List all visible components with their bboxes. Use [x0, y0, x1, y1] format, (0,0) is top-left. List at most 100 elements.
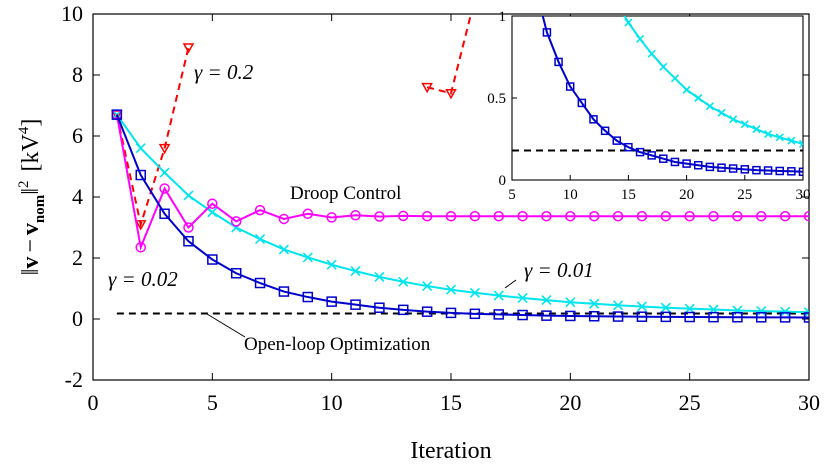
inset-gamma-0-01-point-16 — [635, 34, 645, 44]
inset-gamma-0-02-point-13 — [600, 126, 610, 136]
main-gamma-0-01-point-16 — [469, 287, 480, 298]
main-droop-control-point-19 — [541, 210, 552, 222]
y-tick-label-6: 6 — [72, 123, 83, 148]
main-gamma-0-02-point-9 — [302, 291, 314, 303]
main-gamma-0-01-point-21 — [589, 298, 600, 309]
main-gamma-0-02-point-20 — [565, 310, 576, 322]
main-gamma-0-2-point-1 — [111, 110, 123, 121]
main-gamma-0-02-point-22 — [612, 311, 624, 322]
main-gamma-0-02-point-14 — [421, 306, 433, 317]
y-tick-label-4: 4 — [72, 184, 83, 209]
main-gamma-0-01-point-7 — [255, 234, 266, 245]
inset-y-tick-label-0: 0 — [499, 173, 507, 189]
main-droop-control-point-9 — [302, 208, 314, 220]
inset-gamma-0-02-point-10 — [565, 82, 575, 91]
inset-gamma-0-01-point-24 — [729, 115, 738, 124]
openloop-label: Open-loop Optimization — [244, 334, 431, 355]
inset-background — [511, 15, 804, 181]
inset-gamma-0-02-point-28 — [775, 166, 784, 176]
inset-gamma-0-02-point-19 — [670, 157, 680, 167]
inset-gamma-0-02-point-22 — [705, 162, 715, 172]
main-gamma-0-01-point-11 — [350, 266, 361, 277]
inset-x-tick-label-25: 25 — [737, 187, 752, 203]
main-droop-control-point-12 — [374, 211, 385, 222]
inset-gamma-0-01-point-20 — [682, 85, 691, 94]
openloop-leader-line — [206, 313, 246, 338]
main-gamma-0-2-point-15 — [445, 88, 457, 100]
main-gamma-0-02-point-21 — [588, 311, 600, 322]
main-droop-control-point-27 — [732, 210, 743, 222]
main-droop-control-point-16 — [469, 210, 481, 222]
x-tick-label-25: 25 — [679, 390, 701, 415]
main-droop-control-point-10 — [326, 212, 337, 223]
main-gamma-0-2-point-3 — [158, 143, 171, 155]
g001-leader-line — [504, 279, 517, 289]
main-gamma-0-02-point-4 — [183, 235, 194, 247]
main-gamma-0-02-point-2 — [135, 169, 146, 181]
inset-ticks: 5 10 15 20 25 30 0 0.5 1 — [487, 9, 810, 203]
inset-gamma-0-01-point-27 — [764, 130, 773, 139]
main-droop-control-point-2 — [135, 242, 146, 253]
main-gamma-0-02-point-29 — [779, 312, 791, 323]
main-gamma-0-01-point-24 — [660, 302, 671, 313]
main-gamma-0-01-point-12 — [374, 271, 385, 282]
main-gamma-0-01-point-14 — [422, 280, 433, 292]
main-gamma-0-02-point-15 — [445, 307, 457, 319]
main-droop-control-point-17 — [493, 210, 504, 222]
x-tick-label-15: 15 — [440, 390, 462, 415]
inset-gamma-0-02-point-23 — [717, 163, 726, 172]
y-tick-label-2: 2 — [72, 245, 83, 270]
inset-series — [512, 16, 803, 177]
main-gamma-0-01-point-17 — [493, 290, 504, 301]
main-gamma-0-02-point-6 — [230, 268, 242, 279]
main-gamma-0-02-point-13 — [398, 304, 409, 316]
inset-gamma-0-02-point-9 — [554, 57, 563, 67]
inset-gamma-0-02-point-11 — [577, 98, 587, 108]
main-gamma-0-2-point-2 — [134, 220, 147, 231]
main-gamma-0-02-point-11 — [350, 299, 361, 310]
main-gamma-0-01-point-23 — [636, 301, 647, 312]
main-gamma-0-02-point-19 — [541, 310, 552, 321]
main-gamma-0-01-point-8 — [278, 244, 289, 255]
inset-gamma-0-02-point-21 — [693, 160, 703, 170]
inset-gamma-0-02-point-24 — [728, 164, 738, 173]
x-tick-label-0: 0 — [88, 390, 99, 415]
y-axis-label: ‖v−vnom‖2[kV4] — [16, 119, 48, 276]
main-droop-control-point-20 — [565, 210, 576, 222]
main-droop-control-point-22 — [612, 210, 624, 222]
main-gamma-0-01-point-15 — [445, 284, 457, 295]
main-gamma-0-01-point-28 — [756, 306, 767, 317]
main-droop-control-point-21 — [588, 210, 600, 222]
main-droop-control-point-23 — [636, 210, 648, 222]
svg-text:‖v−vnom‖2[kV4]: ‖v−vnom‖2[kV4] — [16, 119, 48, 276]
main-gamma-0-02-point-8 — [278, 286, 290, 297]
gamma-001-label: γ = 0.01 — [524, 258, 594, 282]
main-gamma-0-2-point-16 — [470, 0, 479, 3]
inset-gamma-0-02-point-18 — [659, 154, 668, 163]
inset-gamma-0-01-point-17 — [647, 49, 656, 58]
inset — [511, 15, 804, 181]
main-droop-control-point-14 — [421, 210, 433, 222]
main-gamma-0-02-point-26 — [708, 311, 719, 323]
inset-gamma-0-02-point-27 — [763, 166, 773, 175]
inset-gamma-0-01-point-26 — [752, 125, 761, 134]
main-droop-control-point-11 — [350, 210, 361, 221]
main-gamma-0-02-point-3 — [159, 208, 170, 220]
gamma-002-label: γ = 0.02 — [108, 267, 178, 291]
main-droop-control-point-24 — [660, 210, 672, 222]
main-gamma-0-01-point-5 — [207, 207, 218, 218]
inset-x-tick-label-20: 20 — [679, 187, 694, 203]
inset-gamma-0-02-point-30 — [798, 167, 803, 177]
main-gamma-0-02-point-25 — [684, 311, 695, 323]
gamma-02-label: γ = 0.2 — [194, 60, 254, 84]
x-axis-label: Iteration — [410, 438, 491, 464]
main-gamma-0-2-point-4 — [182, 43, 195, 54]
y-tick-label-10: 10 — [61, 1, 83, 26]
main-gamma-0-02-point-7 — [254, 277, 266, 289]
main-gamma-0-2-line — [115, 14, 473, 229]
inset-gamma-0-01-point-19 — [670, 74, 680, 83]
inset-gamma-0-02-line — [541, 16, 803, 173]
main-gamma-0-01-point-2 — [135, 143, 146, 154]
main-series — [111, 0, 809, 323]
